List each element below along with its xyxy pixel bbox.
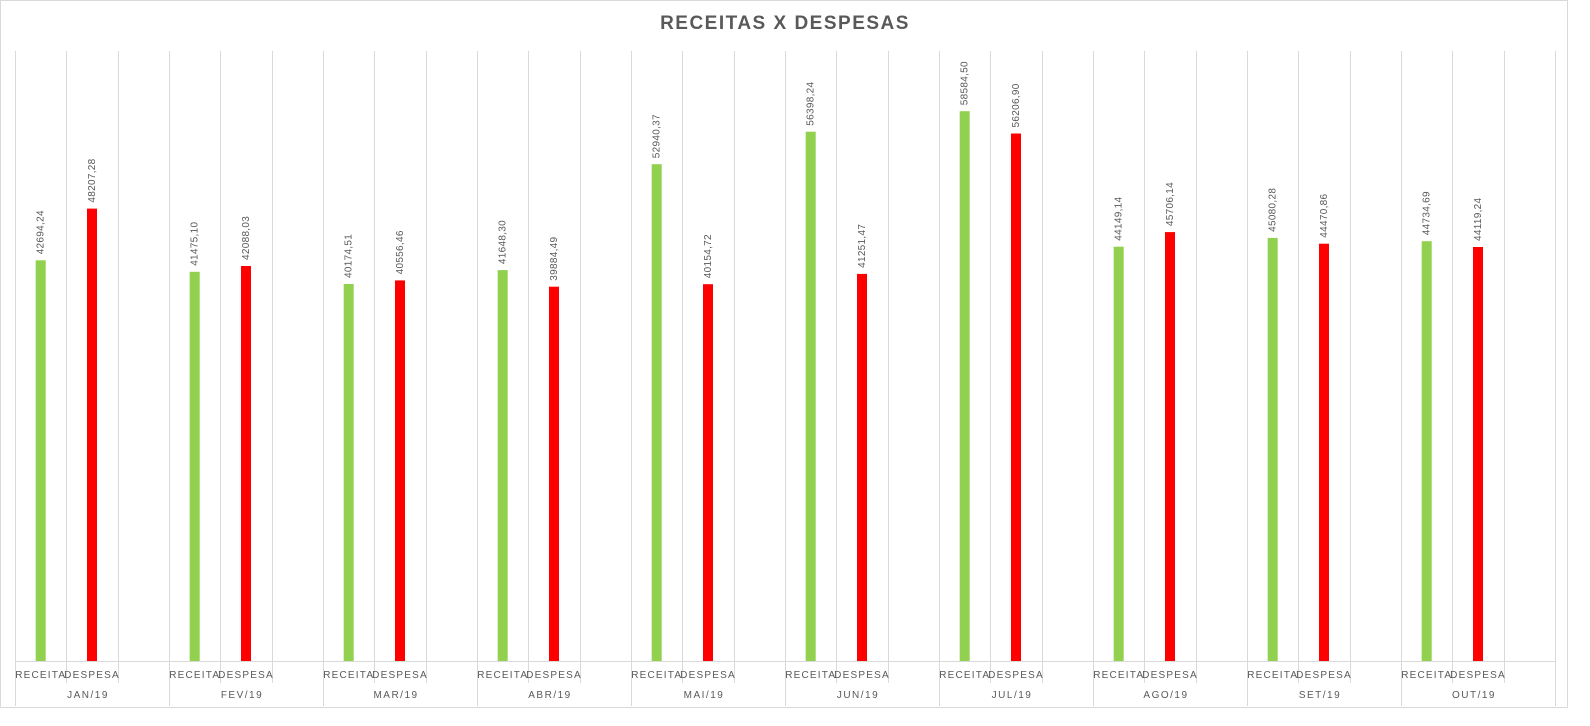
month-label: ABR/19 [528,690,571,701]
month-label: JUN/19 [837,690,879,701]
data-label: 40174,51 [344,234,355,278]
bar-despesa [395,280,405,661]
data-label: 41251,47 [857,224,868,268]
category-label: RECEITA [169,670,220,681]
bar-receita [497,270,508,661]
bar-receita [1267,237,1278,661]
month-label: JAN/19 [67,690,109,701]
bar-receita [959,111,970,661]
data-label: 40154,72 [703,234,714,278]
category-label: RECEITA [785,670,836,681]
bar-despesa [549,286,559,661]
data-label: 44119,24 [1473,197,1484,241]
bar-receita [1113,246,1124,661]
category-label: DESPESA [526,670,582,681]
bar-receita [35,260,46,661]
category-label: RECEITA [631,670,682,681]
month-label: AGO/19 [1143,690,1188,701]
bar-receita [1421,241,1432,661]
month-label: SET/19 [1299,690,1341,701]
bar-despesa [241,266,251,661]
category-label: RECEITA [939,670,990,681]
chart-title: RECEITAS X DESPESAS [660,13,910,34]
data-label: 45080,28 [1268,188,1279,232]
data-label: 44734,69 [1422,191,1433,235]
category-label: DESPESA [64,670,120,681]
category-label: RECEITA [323,670,374,681]
month-label: MAI/19 [684,690,725,701]
data-label: 42088,03 [241,216,252,260]
bar-despesa [703,284,713,661]
data-label: 39884,49 [549,236,560,280]
bar-despesa [87,208,97,661]
bar-despesa [1473,247,1483,661]
category-label: DESPESA [218,670,274,681]
category-label: DESPESA [1142,670,1198,681]
data-label: 42694,24 [36,210,47,254]
bar-receita [651,164,662,661]
category-label: DESPESA [834,670,890,681]
data-label: 48207,28 [87,158,98,202]
bar-receita [805,131,816,661]
data-label: 56398,24 [806,81,817,125]
category-label: DESPESA [1296,670,1352,681]
category-label: RECEITA [1093,670,1144,681]
data-label: 41475,10 [190,222,201,266]
category-label: RECEITA [15,670,66,681]
data-label: 44470,86 [1319,193,1330,237]
category-label: RECEITA [1247,670,1298,681]
data-label: 44149,14 [1114,196,1125,240]
category-label: DESPESA [680,670,736,681]
bar-despesa [1011,133,1021,661]
month-label: FEV/19 [221,690,263,701]
data-label: 52940,37 [652,114,663,158]
data-label: 41648,30 [498,220,509,264]
bar-despesa [1319,243,1329,661]
month-label: OUT/19 [1452,690,1496,701]
data-label: 56206,90 [1011,83,1022,127]
category-label: DESPESA [372,670,428,681]
chart-area: RECEITAS X DESPESAS 42694,24 RECEITA 48207… [0,0,1568,708]
data-label: 58584,50 [960,61,971,105]
month-label: JUL/19 [992,690,1033,701]
category-label: RECEITA [1401,670,1452,681]
bar-receita [343,284,354,661]
category-label: RECEITA [477,670,528,681]
category-label: DESPESA [988,670,1044,681]
month-label: MAR/19 [373,690,418,701]
data-label: 40556,46 [395,230,406,274]
category-label: DESPESA [1450,670,1506,681]
data-label: 45706,14 [1165,182,1176,226]
chart-plot: 42694,24 RECEITA 48207,28 DESPESA JAN/19 4147… [15,51,1556,706]
bar-receita [189,271,200,661]
bar-despesa [857,273,867,661]
bar-despesa [1165,232,1175,661]
